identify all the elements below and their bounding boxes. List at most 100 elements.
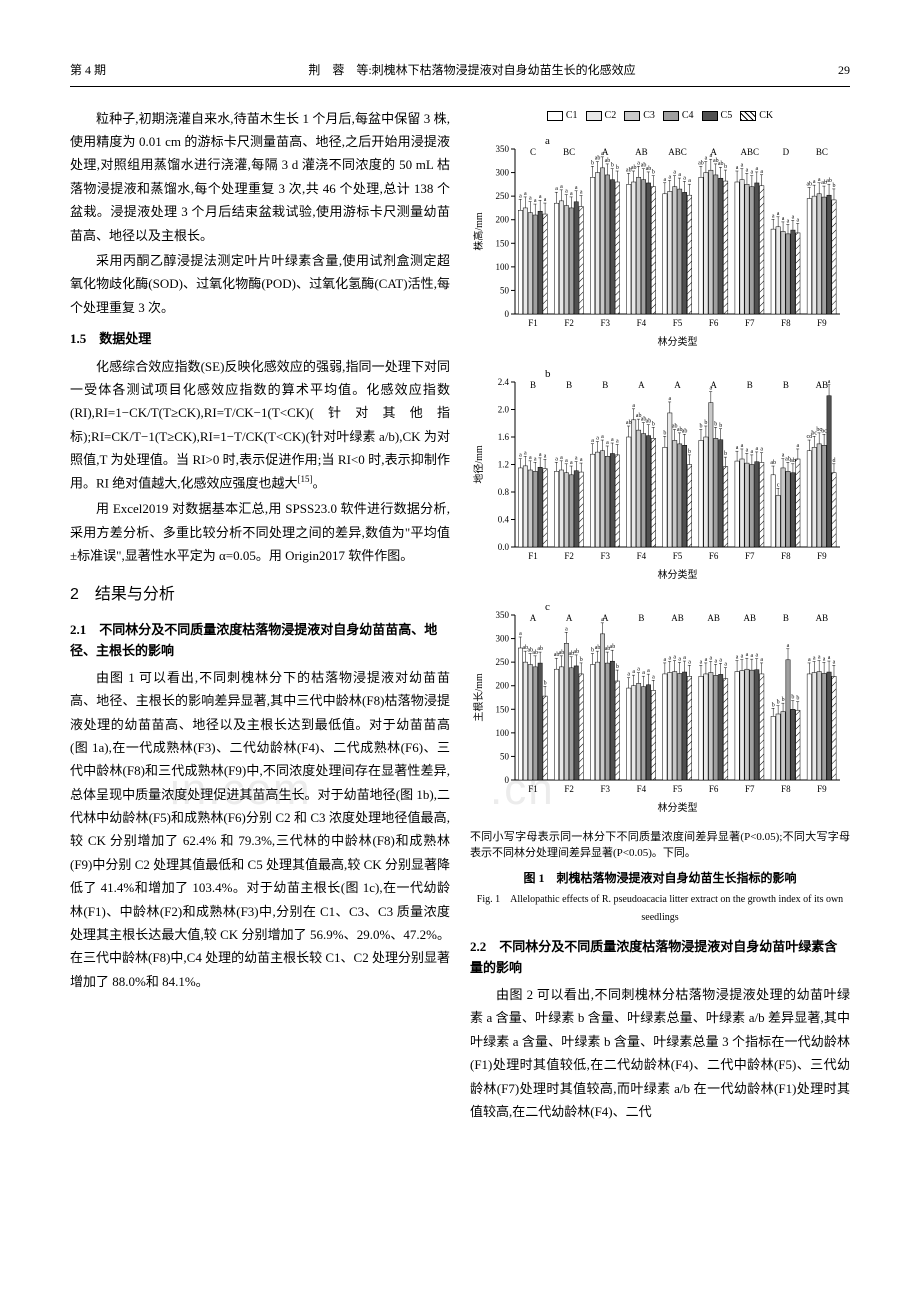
svg-text:a: a	[714, 659, 717, 665]
svg-text:a: a	[575, 456, 578, 462]
svg-text:F4: F4	[637, 551, 647, 561]
svg-text:株高/mm: 株高/mm	[472, 212, 485, 251]
svg-text:a: a	[673, 655, 676, 661]
svg-text:林分类型: 林分类型	[658, 801, 698, 814]
figure-note: 不同小写字母表示同一林分下不同质量浓度间差异显著(P<0.05);不同大写字母表…	[470, 829, 850, 862]
section-2-2: 2.2 不同林分及不同质量浓度枯落物浸提液对自身幼苗叶绿素含量的影响	[470, 937, 850, 979]
svg-text:250: 250	[496, 658, 510, 668]
svg-text:F3: F3	[601, 551, 611, 561]
svg-text:a: a	[668, 656, 671, 662]
svg-text:0.4: 0.4	[498, 514, 510, 524]
para-2: 采用丙酮乙醇浸提法测定叶片叶绿素含量,使用试剂盒测定超氧化物歧化酶(SOD)、过…	[70, 249, 450, 319]
svg-text:AB: AB	[743, 613, 756, 623]
svg-text:ab: ab	[770, 460, 776, 466]
svg-text:a: a	[741, 162, 744, 168]
svg-text:F8: F8	[781, 551, 791, 561]
svg-text:B: B	[602, 380, 608, 390]
svg-text:d: d	[832, 458, 835, 464]
svg-text:A: A	[638, 380, 645, 390]
svg-text:a: a	[688, 660, 691, 666]
chart-legend: C1C2C3C4C5CK	[470, 107, 850, 125]
svg-text:50: 50	[500, 752, 510, 762]
svg-text:林分类型: 林分类型	[658, 568, 698, 581]
svg-text:a: a	[601, 150, 604, 156]
svg-text:F8: F8	[781, 784, 791, 794]
svg-text:150: 150	[496, 238, 510, 248]
svg-text:F1: F1	[528, 318, 538, 328]
svg-text:a: a	[833, 660, 836, 666]
svg-text:a: a	[782, 215, 785, 221]
svg-text:a: a	[746, 653, 749, 659]
svg-text:ab: ab	[646, 166, 652, 172]
svg-text:b: b	[663, 430, 666, 436]
svg-text:a: a	[637, 667, 640, 673]
page-header: 第 4 期 荆 蓉 等:刺槐林下枯落物浸提液对自身幼苗生长的化感效应 29	[70, 60, 850, 87]
svg-text:ABC: ABC	[668, 147, 687, 157]
svg-text:ab: ab	[573, 649, 579, 655]
svg-text:a: a	[719, 658, 722, 664]
svg-text:a: a	[755, 446, 758, 452]
svg-text:a: a	[772, 213, 775, 219]
svg-text:F5: F5	[673, 318, 683, 328]
svg-text:F4: F4	[637, 318, 647, 328]
para-3: 化感综合效应指数(SE)反映化感效应的强弱,指同一处理下对同一受体各测试项目化感…	[70, 355, 450, 496]
svg-text:a: a	[555, 186, 558, 192]
svg-text:150: 150	[496, 705, 510, 715]
svg-text:0: 0	[505, 309, 510, 319]
svg-text:a: a	[519, 193, 522, 199]
svg-text:a: a	[673, 169, 676, 175]
svg-text:F9: F9	[817, 318, 827, 328]
svg-text:a: a	[823, 657, 826, 663]
svg-text:a: a	[787, 643, 790, 649]
header-left: 第 4 期	[70, 60, 106, 82]
svg-text:F7: F7	[745, 318, 755, 328]
svg-text:a: a	[678, 172, 681, 178]
svg-text:b: b	[652, 169, 655, 175]
svg-text:a: a	[601, 434, 604, 440]
svg-text:a: a	[760, 447, 763, 453]
svg-text:ab: ab	[595, 155, 601, 161]
svg-text:D: D	[783, 147, 790, 157]
svg-text:350: 350	[496, 610, 510, 620]
svg-text:F5: F5	[673, 551, 683, 561]
svg-text:a: a	[606, 440, 609, 446]
svg-text:a: a	[591, 438, 594, 444]
svg-text:350: 350	[496, 144, 510, 154]
svg-text:a: a	[565, 188, 568, 194]
svg-text:AB: AB	[816, 613, 829, 623]
svg-text:0.8: 0.8	[498, 487, 510, 497]
svg-text:ab: ab	[605, 158, 611, 164]
svg-text:a: a	[560, 183, 563, 189]
svg-text:b: b	[777, 700, 780, 706]
svg-text:a: a	[760, 168, 763, 174]
svg-text:b: b	[591, 648, 594, 654]
svg-text:a: a	[544, 197, 547, 203]
svg-text:F1: F1	[528, 551, 538, 561]
figure-1-title-cn: 图 1 刺槐枯落物浸提液对自身幼苗生长指标的影响	[470, 868, 850, 890]
chart-a: 050100150200250300350株高/mmaCaaaaaaF1BCaa…	[470, 129, 850, 356]
svg-text:B: B	[566, 380, 572, 390]
svg-text:B: B	[638, 613, 644, 623]
svg-text:a: a	[534, 456, 537, 462]
svg-text:b: b	[719, 423, 722, 429]
chart-b-svg: 0.00.40.81.21.62.02.4地径/mmbBaaaaaaF1Baaa…	[470, 362, 850, 582]
svg-text:F6: F6	[709, 784, 719, 794]
svg-text:F5: F5	[673, 784, 683, 794]
svg-text:a: a	[710, 386, 713, 392]
svg-text:a: a	[760, 657, 763, 663]
svg-text:a: a	[683, 175, 686, 181]
svg-text:F2: F2	[564, 784, 574, 794]
svg-text:c: c	[777, 482, 780, 488]
svg-text:a: a	[575, 184, 578, 190]
svg-text:b: b	[591, 160, 594, 166]
svg-text:a: a	[524, 191, 527, 197]
svg-text:a: a	[664, 657, 667, 663]
svg-text:100: 100	[496, 728, 510, 738]
chart-c-svg: 050100150200250300350主根长/mmcAaababababbF…	[470, 595, 850, 815]
svg-text:b: b	[699, 423, 702, 429]
svg-text:50: 50	[500, 285, 510, 295]
svg-text:b: b	[611, 162, 614, 168]
legend-item: CK	[740, 107, 773, 125]
svg-text:a: a	[565, 458, 568, 464]
svg-text:a: a	[539, 452, 542, 458]
